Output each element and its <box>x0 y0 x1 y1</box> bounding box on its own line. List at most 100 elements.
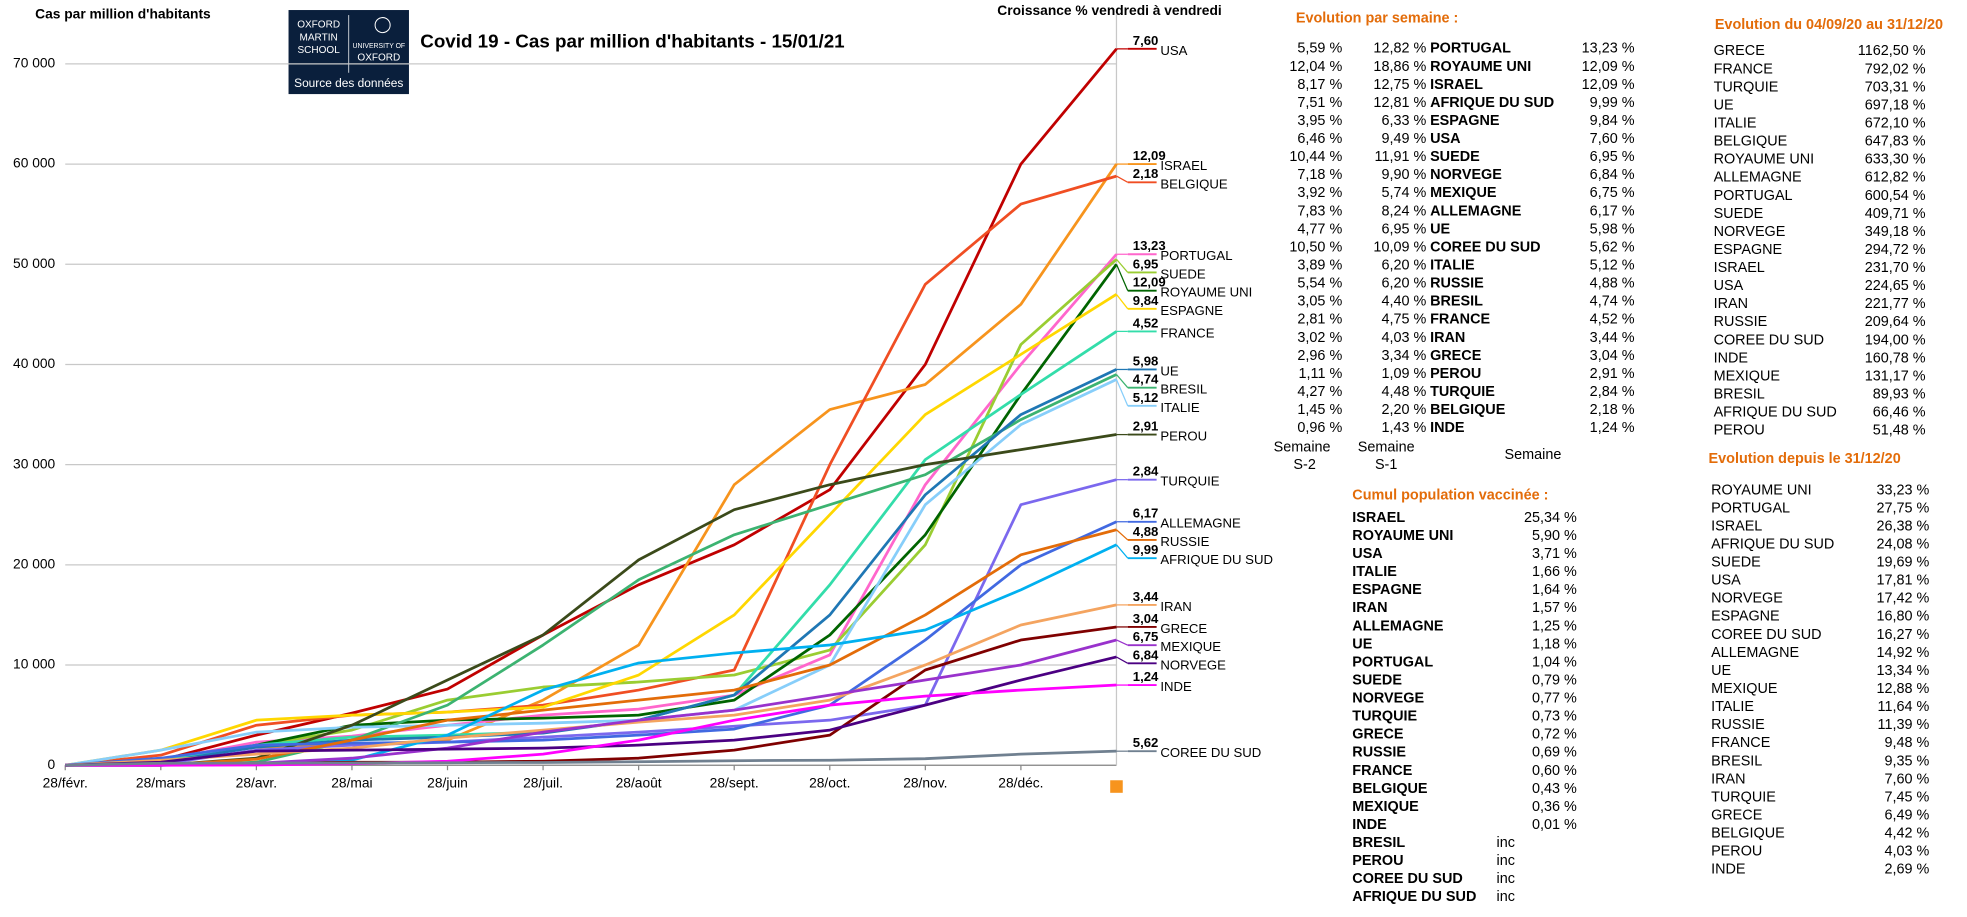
cell-country: ALLEMAGNE <box>1714 170 1802 186</box>
cell-country: BELGIQUE <box>1352 781 1428 797</box>
cell-country: PORTUGAL <box>1352 654 1433 670</box>
cell-value: 14,92 % <box>1876 645 1929 661</box>
cell-value: inc <box>1497 871 1515 887</box>
cell-value: 6,49 % <box>1884 807 1929 823</box>
cell-week: 7,60 % <box>1590 131 1635 147</box>
cell-country: TURQUIE <box>1714 79 1779 95</box>
cell-value: 600,54 % <box>1865 188 1926 204</box>
cell-country: ITALIE <box>1714 116 1757 132</box>
growth-label: 3,04 <box>1133 611 1159 626</box>
cell-s2: 5,54 % <box>1297 276 1342 292</box>
cell-s2: 10,50 % <box>1289 239 1342 255</box>
x-tick-label: 28/déc. <box>998 776 1043 791</box>
cell-week: 3,44 % <box>1590 330 1635 346</box>
cell-value: 3,71 % <box>1532 546 1577 562</box>
cell-value: 0,01 % <box>1532 817 1577 833</box>
y-axis-label: Cas par million d'habitants <box>35 7 211 22</box>
cell-value: 0,36 % <box>1532 799 1577 815</box>
cell-week: 1,24 % <box>1590 420 1635 436</box>
cell-value: 13,34 % <box>1876 663 1929 679</box>
growth-label: 9,99 <box>1133 542 1159 557</box>
cell-value: 0,72 % <box>1532 727 1577 743</box>
growth-label: 4,52 <box>1133 315 1159 330</box>
cell-country: ISRAEL <box>1714 260 1765 276</box>
cell-s1: 1,09 % <box>1381 366 1426 382</box>
cell-country: TURQUIE <box>1430 384 1495 400</box>
cell-country: IRAN <box>1352 600 1387 616</box>
cell-country: IRAN <box>1714 296 1748 312</box>
cell-country: USA <box>1714 278 1744 294</box>
y-tick-label: 60 000 <box>13 156 55 171</box>
cell-value: 66,46 % <box>1873 405 1926 421</box>
cell-country: MEXIQUE <box>1352 799 1419 815</box>
cell-value: 194,00 % <box>1865 332 1926 348</box>
cell-value: 16,80 % <box>1876 609 1929 625</box>
cell-s1: 6,20 % <box>1381 276 1426 292</box>
source-link[interactable]: Source des données <box>294 76 403 90</box>
growth-label: 1,24 <box>1133 669 1159 684</box>
cell-value: 1,18 % <box>1532 636 1577 652</box>
cell-value: 224,65 % <box>1865 278 1926 294</box>
growth-label: 12,09 <box>1133 275 1166 290</box>
cell-country: GRECE <box>1430 348 1482 364</box>
x-tick-label: 28/juil. <box>523 776 563 791</box>
cell-s2: 3,89 % <box>1297 258 1342 274</box>
cell-s1: 12,75 % <box>1373 77 1426 93</box>
cell-value: 633,30 % <box>1865 152 1926 168</box>
cell-country: ROYAUME UNI <box>1711 482 1812 498</box>
cell-value: 9,35 % <box>1884 753 1929 769</box>
vaccination-title: Cumul population vaccinée : <box>1352 487 1548 503</box>
cell-s2: 10,44 % <box>1289 149 1342 165</box>
cell-week: 4,74 % <box>1590 294 1635 310</box>
cell-value: 0,60 % <box>1532 763 1577 779</box>
logo-text: OXFORD <box>297 20 340 31</box>
growth-label: 4,88 <box>1133 524 1159 539</box>
logo[interactable]: OXFORD MARTIN SCHOOL UNIVERSITY OF OXFOR… <box>288 10 409 95</box>
cell-week: 6,84 % <box>1590 167 1635 183</box>
cell-s2: 5,59 % <box>1297 41 1342 57</box>
cell-s2: 2,81 % <box>1297 312 1342 328</box>
cell-s1: 3,34 % <box>1381 348 1426 364</box>
cell-s1: 11,91 % <box>1375 149 1427 165</box>
weekly-footer: S-1 <box>1375 457 1397 473</box>
cell-value: 5,90 % <box>1532 528 1577 544</box>
cell-week: 5,98 % <box>1590 221 1635 237</box>
weekly-footer: Semaine <box>1274 440 1331 456</box>
cell-country: PEROU <box>1430 366 1481 382</box>
cell-country: GRECE <box>1714 43 1765 59</box>
cell-country: ISRAEL <box>1352 510 1405 526</box>
cell-country: BELGIQUE <box>1711 826 1785 842</box>
growth-heading: Croissance % vendredi à vendredi <box>997 3 1221 18</box>
cell-country: MEXIQUE <box>1711 681 1777 697</box>
cell-s1: 4,75 % <box>1381 312 1426 328</box>
cell-value: 1,25 % <box>1532 618 1577 634</box>
cell-value: 33,23 % <box>1876 482 1929 498</box>
cell-country: ROYAUME UNI <box>1714 152 1815 168</box>
x-tick-label: 28/mai <box>331 776 372 791</box>
cell-value: 792,02 % <box>1865 61 1926 77</box>
logo-text: OXFORD <box>357 52 400 63</box>
logo-crest <box>374 17 391 34</box>
cell-value: 612,82 % <box>1865 170 1926 186</box>
cell-country: INDE <box>1714 350 1748 366</box>
cell-value: 1,04 % <box>1532 654 1577 670</box>
logo-text: MARTIN <box>300 32 338 43</box>
cell-s2: 3,92 % <box>1297 185 1342 201</box>
cell-value: 703,31 % <box>1865 79 1926 95</box>
growth-label: 5,98 <box>1133 353 1159 368</box>
cell-country: UE <box>1714 97 1734 113</box>
cell-country: ROYAUME UNI <box>1352 528 1453 544</box>
cell-country: FRANCE <box>1711 735 1770 751</box>
cell-country: MEXIQUE <box>1430 185 1497 201</box>
cell-week: 9,84 % <box>1590 113 1635 129</box>
cell-country: ITALIE <box>1352 564 1397 580</box>
cell-value: 1162,50 % <box>1858 43 1926 59</box>
cell-s2: 6,46 % <box>1297 131 1342 147</box>
y-tick-label: 20 000 <box>13 556 55 571</box>
y-tick-label: 10 000 <box>13 657 55 672</box>
icon[interactable] <box>1110 780 1123 793</box>
cell-value: 647,83 % <box>1865 134 1926 150</box>
cell-country: ALLEMAGNE <box>1711 645 1799 661</box>
cell-country: ALLEMAGNE <box>1430 203 1522 219</box>
